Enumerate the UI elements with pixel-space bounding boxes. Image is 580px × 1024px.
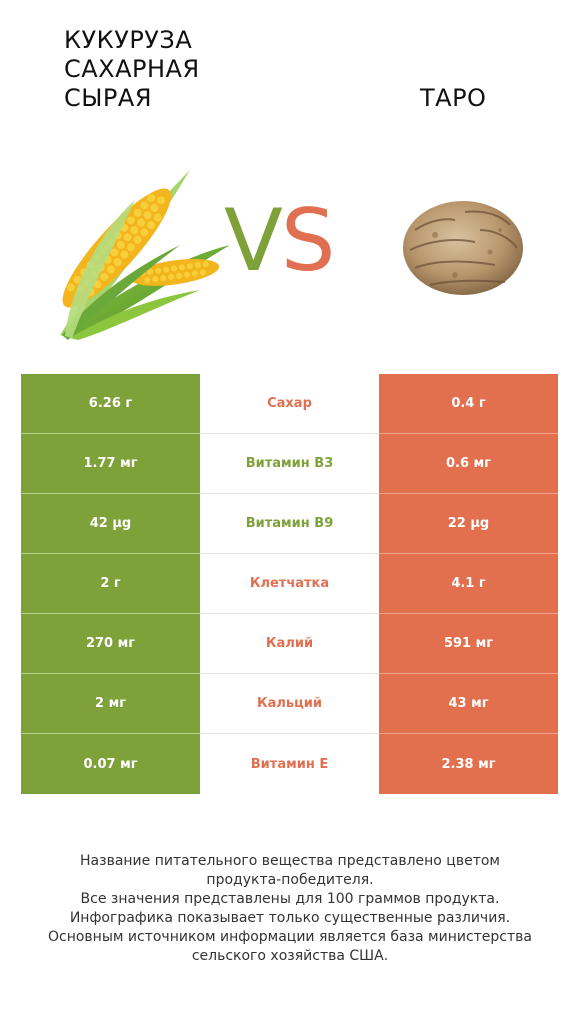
footnote-line: продукта-победителя.: [206, 872, 374, 888]
right-value: 591 мг: [379, 614, 558, 674]
right-value: 2.38 мг: [379, 734, 558, 794]
versus-label: VS: [224, 186, 354, 296]
left-value: 6.26 г: [21, 374, 200, 434]
right-value: 4.1 г: [379, 554, 558, 614]
table-row: 6.26 г Сахар 0.4 г: [21, 374, 558, 434]
footnote-line: сельского хозяйства США.: [191, 948, 389, 964]
corn-image: [60, 170, 230, 340]
nutrient-name: Витамин B9: [200, 494, 379, 554]
left-value: 0.07 мг: [21, 734, 200, 794]
right-product-title: ТАРО: [420, 84, 487, 112]
table-row: 42 µg Витамин B9 22 µg: [21, 494, 558, 554]
nutrient-name: Калий: [200, 614, 379, 674]
comparison-table: 6.26 г Сахар 0.4 г 1.77 мг Витамин B3 0.6 мг 4…: [21, 374, 558, 794]
table-row: 1.77 мг Витамин B3 0.6 мг: [21, 434, 558, 494]
right-value: 43 мг: [379, 674, 558, 734]
left-value: 42 µg: [21, 494, 200, 554]
right-value: 22 µg: [379, 494, 558, 554]
left-value: 2 мг: [21, 674, 200, 734]
table-row: 270 мг Калий 591 мг: [21, 614, 558, 674]
nutrient-name: Витамин B3: [200, 434, 379, 494]
table-row: 2 г Клетчатка 4.1 г: [21, 554, 558, 614]
left-value: 2 г: [21, 554, 200, 614]
footnote-line: Инфографика показывает только существенн…: [69, 910, 511, 926]
footnote: Название питательного вещества представл…: [20, 852, 560, 966]
right-value: 0.6 мг: [379, 434, 558, 494]
left-product-title: КУКУРУЗА САХАРНАЯ СЫРАЯ: [64, 26, 200, 112]
nutrient-name: Витамин E: [200, 734, 379, 794]
left-value: 1.77 мг: [21, 434, 200, 494]
footnote-line: Все значения представлены для 100 граммо…: [80, 891, 500, 907]
nutrient-name: Кальций: [200, 674, 379, 734]
table-row: 0.07 мг Витамин E 2.38 мг: [21, 734, 558, 794]
footnote-line: Основным источником информации является …: [48, 929, 532, 945]
taro-image: [403, 201, 523, 295]
vs-s-letter: S: [280, 191, 336, 291]
vs-v-letter: V: [224, 191, 283, 291]
left-value: 270 мг: [21, 614, 200, 674]
nutrient-name: Клетчатка: [200, 554, 379, 614]
footnote-line: Название питательного вещества представл…: [80, 853, 500, 869]
table-row: 2 мг Кальций 43 мг: [21, 674, 558, 734]
right-value: 0.4 г: [379, 374, 558, 434]
nutrient-name: Сахар: [200, 374, 379, 434]
